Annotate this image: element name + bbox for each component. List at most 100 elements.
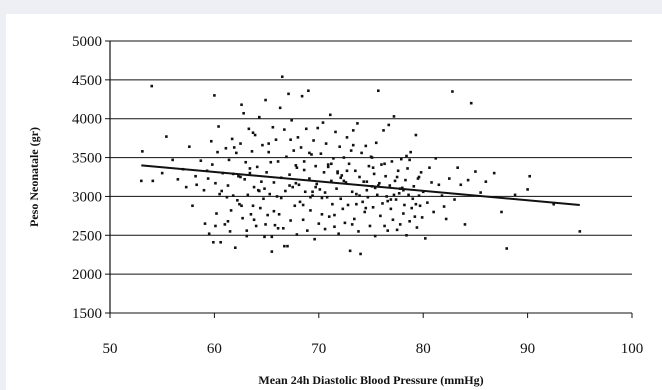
- data-point: [336, 170, 339, 173]
- x-tick-label: 60: [207, 341, 222, 357]
- data-point: [245, 234, 249, 238]
- data-point: [413, 215, 417, 218]
- data-point: [395, 228, 399, 232]
- data-point: [259, 206, 262, 210]
- data-point: [225, 195, 229, 199]
- data-point: [284, 189, 287, 193]
- data-point: [552, 202, 555, 206]
- data-point: [194, 174, 197, 178]
- y-axis-label: Peso Neonatale (gr): [27, 127, 41, 227]
- data-point: [526, 188, 529, 191]
- data-point: [360, 151, 363, 155]
- data-point: [246, 193, 250, 197]
- data-point: [291, 185, 294, 189]
- data-point: [379, 214, 382, 218]
- data-point: [321, 121, 325, 124]
- data-point: [251, 204, 255, 208]
- data-point: [334, 130, 337, 134]
- data-point: [226, 219, 230, 223]
- data-point: [333, 225, 336, 229]
- data-point: [416, 177, 420, 180]
- data-point: [263, 187, 266, 190]
- data-point: [199, 159, 203, 162]
- data-point: [351, 129, 355, 132]
- data-point: [214, 224, 217, 228]
- data-point: [320, 213, 324, 216]
- data-point: [165, 135, 168, 138]
- data-point: [241, 216, 244, 220]
- data-point: [368, 224, 372, 228]
- data-point: [176, 178, 180, 181]
- data-point: [373, 186, 377, 190]
- data-point: [403, 203, 406, 207]
- data-point: [330, 162, 333, 166]
- data-point: [274, 138, 278, 141]
- data-point: [440, 194, 444, 197]
- data-point: [270, 250, 274, 253]
- data-point: [295, 166, 299, 169]
- data-point: [267, 150, 270, 154]
- data-point: [160, 171, 164, 175]
- data-point: [408, 158, 411, 162]
- data-point: [316, 126, 320, 130]
- data-point: [430, 181, 433, 184]
- data-point: [382, 129, 385, 132]
- data-point: [394, 198, 398, 201]
- data-point: [386, 199, 390, 203]
- data-point: [396, 169, 400, 173]
- data-point: [390, 160, 394, 163]
- data-point: [245, 229, 249, 232]
- data-point: [311, 190, 314, 194]
- data-point: [232, 146, 236, 149]
- x-tick-label: 90: [520, 341, 535, 357]
- data-point: [279, 196, 283, 200]
- data-point: [342, 179, 346, 183]
- data-point: [251, 131, 255, 135]
- data-point: [238, 202, 241, 206]
- data-point: [350, 223, 354, 226]
- data-point: [377, 184, 380, 187]
- data-point: [402, 188, 405, 192]
- data-point: [453, 198, 456, 201]
- x-tick-label: 80: [416, 341, 431, 357]
- data-point: [215, 212, 218, 215]
- data-point: [330, 179, 333, 183]
- data-point: [218, 192, 221, 196]
- trendline: [141, 164, 580, 206]
- data-point: [423, 237, 427, 240]
- data-point: [263, 235, 266, 239]
- data-point: [385, 195, 388, 198]
- data-point: [239, 175, 242, 179]
- data-point: [272, 209, 276, 213]
- gridlines: [110, 40, 632, 314]
- data-point: [326, 163, 330, 166]
- data-point: [151, 179, 155, 183]
- data-point: [242, 111, 245, 115]
- data-point: [342, 156, 346, 159]
- data-point: [383, 162, 386, 166]
- data-point: [297, 183, 301, 187]
- data-point: [268, 192, 272, 196]
- data-point: [209, 139, 213, 143]
- data-point: [311, 194, 314, 197]
- data-point: [350, 190, 354, 194]
- data-point: [264, 223, 267, 226]
- data-point: [500, 210, 503, 214]
- data-point: [370, 156, 374, 159]
- data-point: [377, 89, 380, 93]
- data-point: [349, 149, 353, 152]
- y-tick-label: 2000: [72, 267, 102, 283]
- y-tick-label: 3000: [72, 189, 102, 205]
- data-point: [442, 205, 446, 208]
- data-point: [203, 222, 207, 225]
- data-point: [328, 113, 332, 117]
- data-point: [363, 210, 367, 214]
- data-point: [386, 229, 390, 232]
- data-point: [283, 244, 286, 248]
- data-point: [411, 197, 415, 201]
- data-point: [444, 217, 448, 221]
- data-point: [296, 136, 300, 139]
- data-point: [319, 152, 323, 155]
- data-point: [217, 125, 220, 128]
